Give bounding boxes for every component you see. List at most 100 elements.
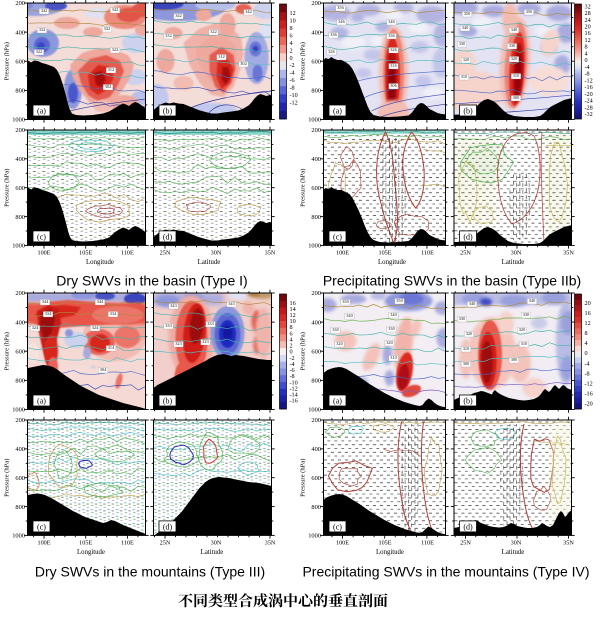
- svg-text:20: 20: [585, 24, 591, 31]
- svg-text:-32: -32: [585, 111, 593, 118]
- svg-text:-8: -8: [585, 71, 590, 78]
- svg-text:350: 350: [396, 298, 402, 303]
- svg-text:800: 800: [15, 378, 25, 385]
- svg-text:(d): (d): [163, 233, 173, 242]
- svg-text:1000: 1000: [308, 407, 321, 414]
- svg-text:30N: 30N: [211, 249, 222, 256]
- svg-text:-24: -24: [585, 98, 593, 105]
- svg-text:-4: -4: [585, 360, 590, 367]
- svg-text:300: 300: [513, 95, 519, 100]
- svg-text:Precipitating SWVs in the basi: Precipitating SWVs in the basin (Type II…: [323, 273, 581, 289]
- svg-text:340: 340: [390, 312, 396, 317]
- svg-text:28: 28: [585, 10, 591, 17]
- svg-text:100E: 100E: [37, 539, 50, 546]
- svg-text:(a): (a): [333, 107, 342, 116]
- svg-text:200: 200: [311, 0, 321, 7]
- svg-text:30N: 30N: [511, 539, 522, 546]
- svg-text:343: 343: [170, 303, 176, 308]
- svg-text:35N: 35N: [265, 539, 276, 546]
- svg-text:(a): (a): [333, 397, 342, 406]
- svg-text:20: 20: [585, 300, 591, 307]
- svg-text:312: 312: [218, 54, 224, 59]
- svg-text:310: 310: [513, 73, 519, 78]
- svg-text:1000: 1000: [308, 533, 321, 540]
- svg-text:25N: 25N: [460, 249, 471, 256]
- svg-text:800: 800: [15, 214, 25, 221]
- svg-text:346: 346: [388, 19, 395, 24]
- svg-text:35N: 35N: [563, 249, 574, 256]
- svg-text:-16: -16: [290, 398, 298, 405]
- svg-text:330: 330: [459, 41, 465, 46]
- svg-text:334: 334: [110, 311, 117, 316]
- svg-text:324: 324: [92, 325, 99, 330]
- svg-text:Pressure (hPa): Pressure (hPa): [4, 332, 11, 370]
- svg-text:-6: -6: [290, 367, 295, 374]
- svg-text:0: 0: [585, 350, 588, 357]
- svg-text:Longitude: Longitude: [86, 259, 114, 266]
- svg-text:400: 400: [311, 29, 321, 36]
- svg-text:-12: -12: [585, 381, 593, 388]
- svg-text:16: 16: [585, 30, 591, 37]
- svg-text:-12: -12: [290, 385, 298, 392]
- svg-text:600: 600: [15, 348, 25, 355]
- svg-text:600: 600: [311, 185, 321, 192]
- svg-text:350: 350: [464, 11, 470, 16]
- svg-text:300: 300: [511, 357, 517, 362]
- svg-text:-6: -6: [290, 77, 295, 84]
- svg-text:346: 346: [338, 19, 345, 24]
- svg-text:600: 600: [311, 59, 321, 66]
- svg-text:320: 320: [386, 340, 392, 345]
- svg-text:200: 200: [311, 290, 321, 297]
- svg-text:323: 323: [202, 339, 208, 344]
- svg-text:330: 330: [509, 43, 515, 48]
- svg-text:316: 316: [390, 63, 397, 68]
- svg-text:-8: -8: [290, 373, 295, 380]
- svg-text:332: 332: [39, 27, 45, 32]
- svg-text:-4: -4: [290, 70, 295, 77]
- svg-text:Pressure (hPa): Pressure (hPa): [4, 169, 11, 207]
- svg-text:110E: 110E: [421, 249, 434, 256]
- svg-text:200: 200: [311, 127, 321, 134]
- svg-text:4: 4: [290, 337, 293, 344]
- svg-text:105E: 105E: [79, 249, 92, 256]
- svg-text:-2: -2: [290, 355, 295, 362]
- svg-text:332: 332: [104, 26, 110, 31]
- svg-text:(c): (c): [37, 523, 46, 532]
- svg-text:-2: -2: [290, 62, 295, 69]
- svg-text:400: 400: [311, 446, 321, 453]
- svg-text:-8: -8: [290, 85, 295, 92]
- svg-text:Latitude: Latitude: [198, 259, 221, 266]
- svg-text:350: 350: [526, 9, 532, 14]
- svg-text:330: 330: [332, 327, 338, 332]
- svg-text:350: 350: [342, 299, 348, 304]
- svg-text:322: 322: [36, 49, 42, 54]
- svg-text:333: 333: [207, 321, 213, 326]
- svg-text:(b): (b): [463, 397, 473, 406]
- svg-text:4: 4: [290, 40, 293, 47]
- svg-text:342: 342: [245, 9, 251, 14]
- svg-text:Dry SWVs in the mountains (Typ: Dry SWVs in the mountains (Type III): [35, 564, 265, 580]
- svg-text:324: 324: [32, 325, 39, 330]
- svg-text:Pressure (hPa): Pressure (hPa): [300, 42, 307, 80]
- svg-text:310: 310: [461, 74, 467, 79]
- svg-text:(d): (d): [163, 523, 173, 532]
- svg-text:10: 10: [290, 318, 296, 325]
- svg-text:200: 200: [15, 290, 25, 297]
- svg-text:Longitude: Longitude: [77, 549, 105, 556]
- svg-text:800: 800: [311, 378, 321, 385]
- svg-text:326: 326: [328, 49, 335, 54]
- svg-text:100E: 100E: [336, 249, 349, 256]
- svg-text:310: 310: [521, 341, 527, 346]
- svg-text:(d): (d): [463, 233, 473, 242]
- svg-text:304: 304: [100, 367, 107, 372]
- svg-text:400: 400: [311, 156, 321, 163]
- svg-text:24: 24: [585, 17, 591, 24]
- svg-text:Pressure (hPa): Pressure (hPa): [4, 42, 11, 80]
- svg-text:1000: 1000: [308, 243, 321, 250]
- svg-text:100E: 100E: [336, 539, 349, 546]
- svg-text:332: 332: [165, 33, 171, 38]
- svg-text:600: 600: [15, 185, 25, 192]
- svg-text:330: 330: [459, 316, 465, 321]
- svg-text:6: 6: [290, 330, 293, 337]
- svg-text:600: 600: [15, 475, 25, 482]
